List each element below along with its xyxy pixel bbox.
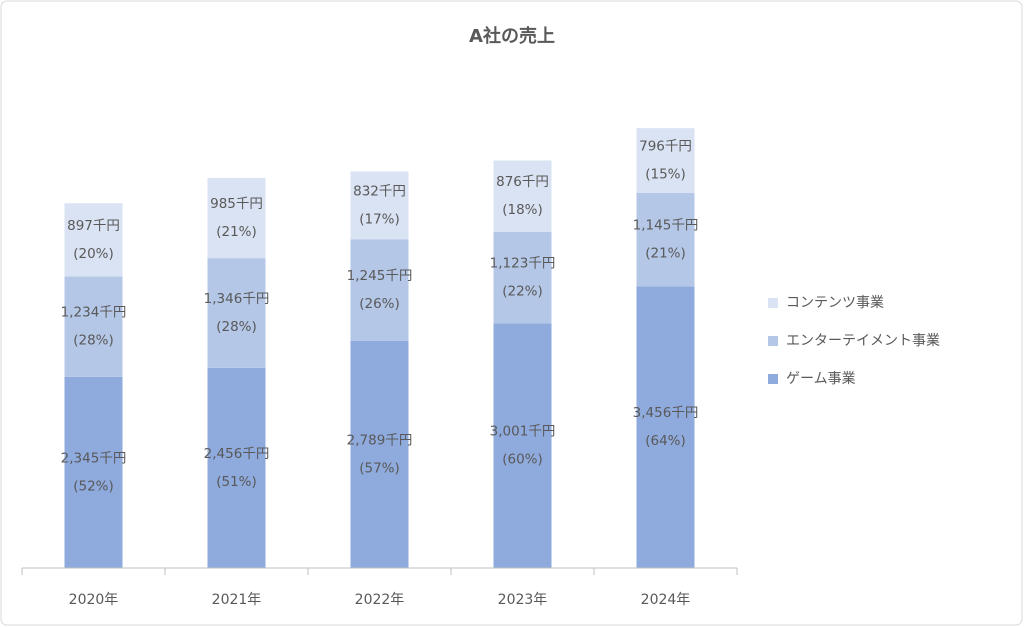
x-tick-label: 2023年 [498, 592, 548, 608]
bar-segment [493, 160, 552, 232]
x-tick-label: 2024年 [641, 592, 691, 608]
data-label: (28%) [73, 333, 114, 349]
data-label: (57%) [359, 460, 400, 476]
data-label: (21%) [645, 246, 686, 262]
data-label: 2,456千円 [204, 446, 270, 462]
bar-segment [350, 171, 409, 240]
x-tick-label: 2020年 [69, 592, 119, 608]
bar-segment [207, 258, 266, 368]
bar-segment [350, 340, 409, 568]
legend-label: コンテンツ事業 [786, 295, 884, 311]
legend-label: エンターテイメント事業 [786, 333, 940, 349]
data-label: (15%) [645, 167, 686, 183]
data-label: (52%) [73, 478, 114, 494]
data-label: 1,234千円 [61, 305, 127, 321]
bar-segment [64, 203, 123, 277]
data-label: (60%) [502, 452, 543, 468]
data-label: (26%) [359, 296, 400, 312]
x-tick-label: 2021年 [212, 592, 262, 608]
bar-segment [64, 276, 123, 377]
data-label: 985千円 [210, 196, 263, 212]
data-label: 1,245千円 [347, 268, 413, 284]
data-label: 832千円 [353, 183, 406, 199]
x-tick-label: 2022年 [355, 592, 405, 608]
data-label: 2,345千円 [61, 450, 127, 466]
data-label: (20%) [73, 246, 114, 262]
data-label: (64%) [645, 433, 686, 449]
data-label: 1,346千円 [204, 291, 270, 307]
legend-swatch [768, 374, 778, 384]
bar-segment [207, 367, 266, 568]
bar-segment [493, 323, 552, 568]
data-label: 897千円 [67, 218, 120, 234]
data-label: (17%) [359, 211, 400, 227]
data-label: (21%) [216, 224, 257, 240]
data-label: (28%) [216, 319, 257, 335]
data-label: 3,001千円 [490, 424, 556, 440]
bar-segment [350, 239, 409, 341]
data-label: 1,145千円 [633, 218, 699, 234]
legend-swatch [768, 298, 778, 308]
data-label: 2,789千円 [347, 432, 413, 448]
bar-segment [636, 286, 695, 568]
data-label: 1,123千円 [490, 256, 556, 272]
bar-segment [636, 193, 695, 287]
bar-segment [64, 376, 123, 568]
legend-swatch [768, 336, 778, 346]
legend-label: ゲーム事業 [786, 371, 856, 387]
bar-segment [207, 177, 266, 259]
data-label: 796千円 [639, 139, 692, 155]
data-label: (51%) [216, 474, 257, 490]
data-label: (18%) [502, 202, 543, 218]
bar-segment [636, 128, 695, 194]
chart-title: A社の売上 [469, 25, 555, 47]
bar-segment [493, 231, 552, 324]
data-label: (22%) [502, 284, 543, 300]
data-label: 876千円 [496, 174, 549, 190]
data-label: 3,456千円 [633, 405, 699, 421]
